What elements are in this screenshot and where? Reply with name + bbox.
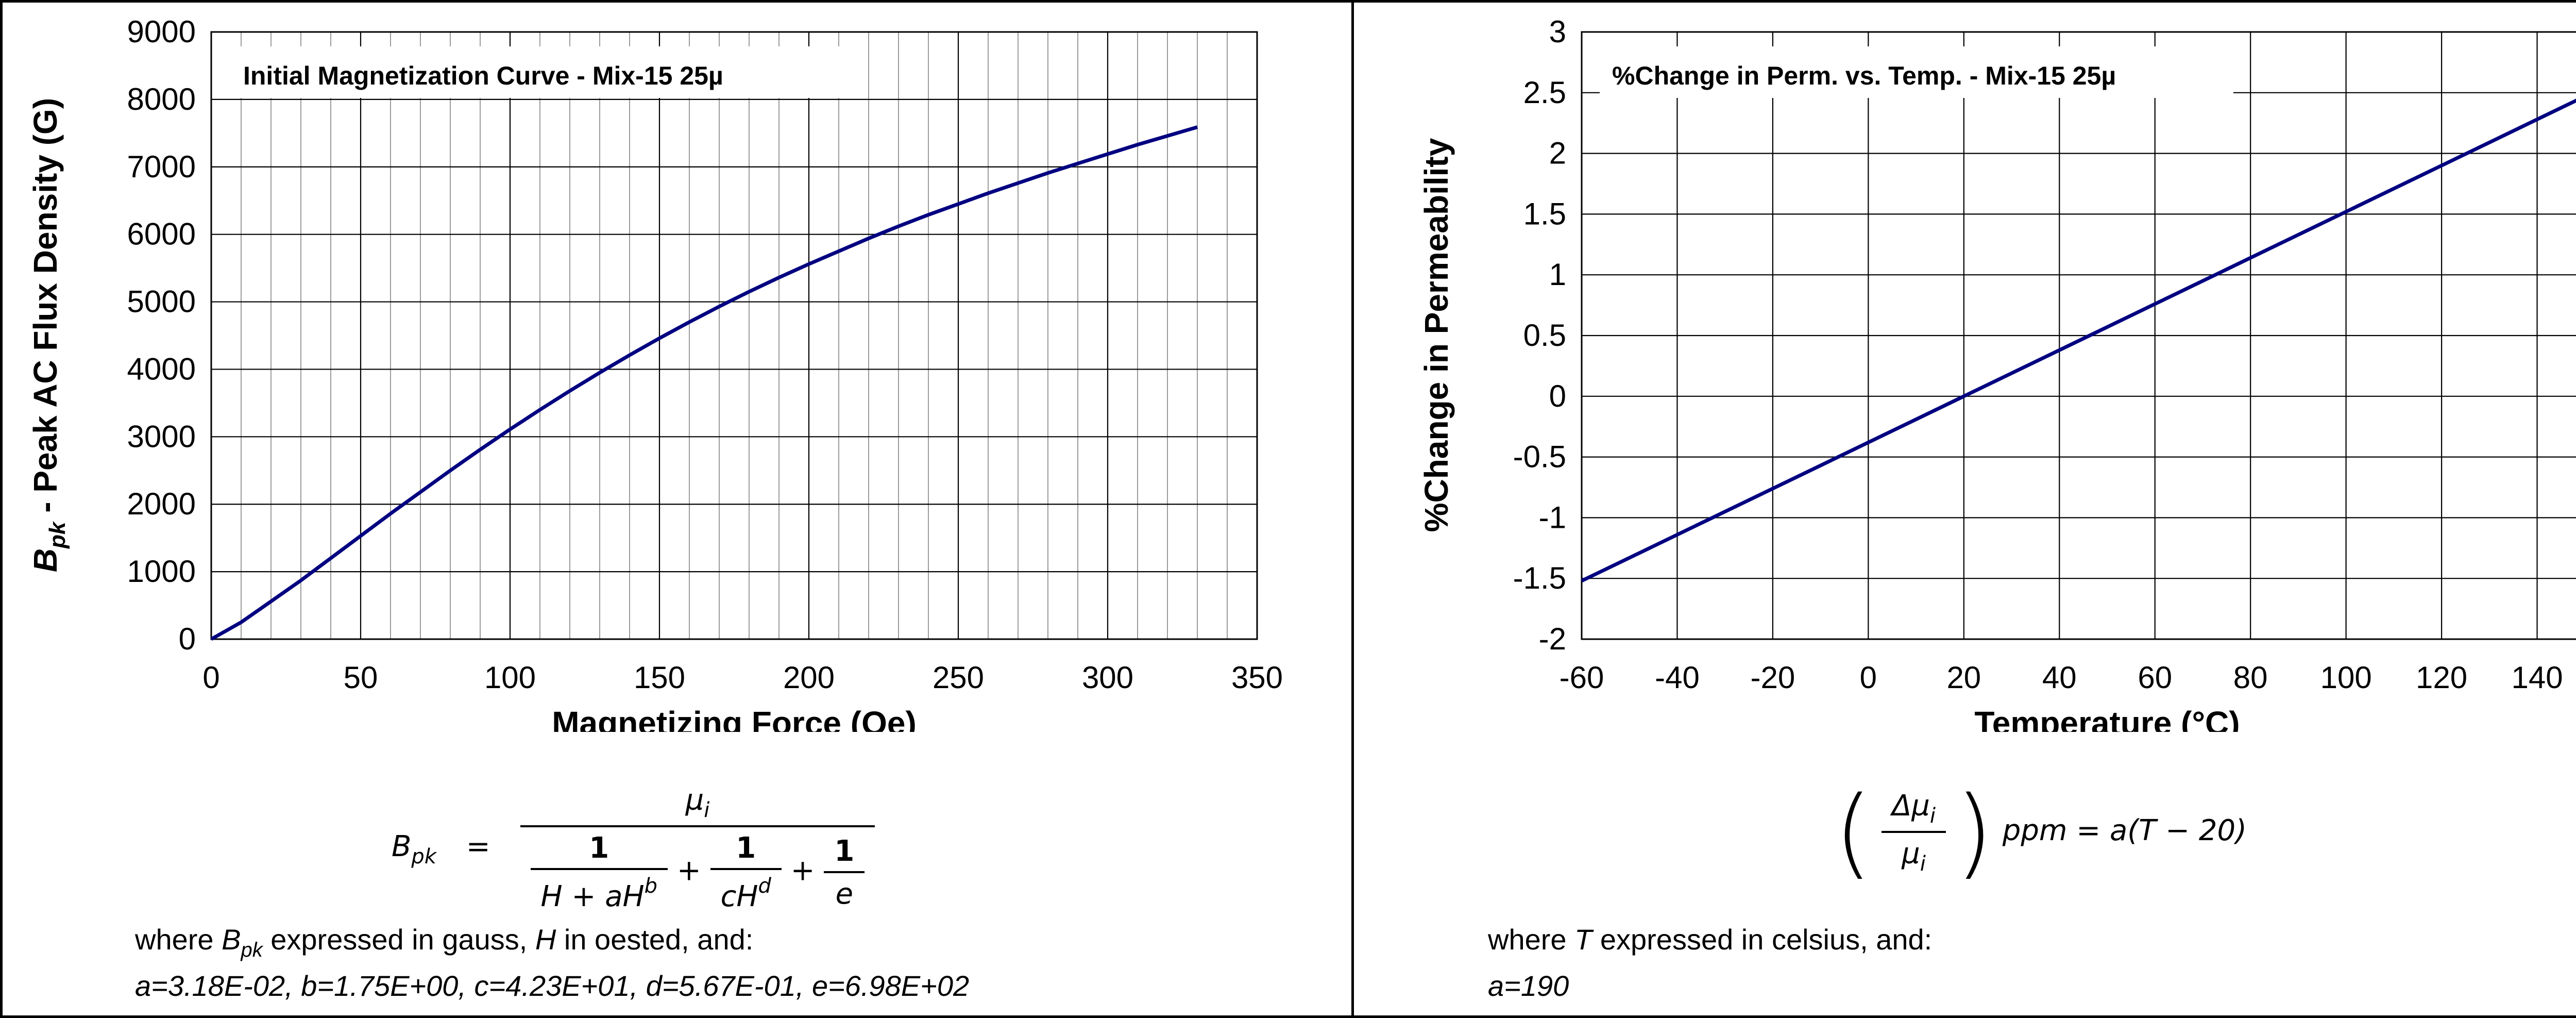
x-tick-label: 0	[1860, 660, 1877, 695]
eq-term3: 1 e	[824, 835, 865, 911]
x-tick-label: 100	[484, 660, 536, 695]
y-tick-label: -0.5	[1513, 440, 1566, 474]
panel-divider	[1351, 0, 1354, 1018]
x-tick-label: 250	[933, 660, 984, 695]
x-tick-label: 350	[1231, 660, 1283, 695]
eq-right-rhs: a(T − 20)	[2109, 814, 2247, 848]
chart-title-box	[231, 46, 854, 98]
y-tick-label: 2.5	[1523, 75, 1566, 110]
y-tick-label: -2	[1539, 622, 1566, 656]
chart-title: Initial Magnetization Curve - Mix-15 25µ	[243, 61, 723, 90]
x-axis-label: Temperature (°C)	[1974, 705, 2240, 732]
plot-area-border	[210, 31, 1258, 640]
eq-term2-num: 1	[736, 831, 756, 865]
eq-term1-num: 1	[589, 831, 609, 865]
y-tick-label: 2000	[127, 487, 196, 521]
x-tick-label: 0	[202, 660, 219, 695]
x-tick-label: 60	[2138, 660, 2172, 695]
right-note-coefficient: a=190	[1488, 970, 1569, 1002]
eq-term1-exp: b	[644, 874, 658, 898]
y-tick-label: 5000	[127, 285, 196, 319]
y-tick-label: 7000	[127, 149, 196, 184]
eq-term2-exp: d	[758, 874, 771, 898]
eq-term1-plus: +	[571, 880, 596, 913]
right-note-line1: where T expressed in celsius, and:	[1488, 923, 1933, 956]
eq-term3-e: e	[824, 871, 865, 911]
eq-right-fraction: Δµi µi	[1881, 789, 1946, 876]
y-tick-label: 1.5	[1523, 196, 1566, 231]
series-line	[1581, 98, 2576, 583]
eq-mu-sub: i	[704, 798, 710, 822]
flux-density-equation: Bpk = µi 1 H + aHb + 1 cHd + 1 e	[392, 783, 1061, 913]
magnetization-chart: 0 50 100 150 200 250 300 350 0 1000 2000 3000 4000 50…	[27, 14, 1283, 732]
eq-equals: =	[466, 830, 490, 864]
y-axis-label: %Change in Permeability	[1418, 138, 1455, 532]
y-tick-label: 0	[179, 622, 196, 656]
x-tick-label: -20	[1751, 660, 1795, 695]
eq-right-ppm: ppm	[2002, 814, 2067, 848]
y-tick-label: 4000	[127, 352, 196, 386]
eq-term3-num: 1	[834, 834, 855, 868]
y-tick-label: 3	[1549, 14, 1566, 49]
x-tick-label: 100	[2320, 660, 2372, 695]
eq-lhs: B	[392, 830, 412, 864]
eq-lhs-sub: pk	[411, 845, 436, 869]
y-tick-label: 1000	[127, 554, 196, 589]
y-tick-label: 0	[1549, 379, 1566, 413]
permeability-change-equation: ( Δµi µi ) ppm = a(T − 20)	[1834, 775, 2247, 889]
x-tick-label: 140	[2511, 660, 2563, 695]
y-tick-label: 9000	[127, 14, 196, 49]
x-tick-label: 40	[2042, 660, 2077, 695]
x-tick-label: 200	[783, 660, 835, 695]
y-tick-label: 2	[1549, 136, 1566, 171]
x-tick-label: 20	[1946, 660, 1981, 695]
plot-area-border	[1581, 31, 2576, 640]
y-tick-label: 1	[1549, 257, 1566, 292]
eq-right-rparen: )	[1955, 775, 1993, 889]
y-tick-label: 3000	[127, 419, 196, 454]
x-tick-label: -60	[1560, 660, 1604, 695]
x-tick-label: 300	[1082, 660, 1133, 695]
x-tick-label: 50	[344, 660, 378, 695]
eq-term2: 1 cHd	[710, 831, 782, 913]
eq-term2-ch: cH	[720, 880, 758, 913]
eq-plus2: +	[790, 854, 815, 888]
x-tick-label: 150	[634, 660, 685, 695]
left-note-line1: where Bpk expressed in gauss, H in oeste…	[135, 923, 754, 961]
eq-right-lparen: (	[1834, 775, 1873, 889]
eq-plus1: +	[676, 854, 701, 888]
series-line	[210, 125, 1198, 641]
x-tick-label: 80	[2233, 660, 2268, 695]
y-axis-label: Bpk - Peak AC Flux Density (G)	[27, 98, 70, 572]
eq-main-fraction: µi 1 H + aHb + 1 cHd + 1 e	[520, 783, 875, 913]
eq-term1: 1 H + aHb	[530, 831, 668, 913]
eq-term1-ah: aH	[605, 880, 645, 913]
chart-title: %Change in Perm. vs. Temp. - Mix-15 25µ	[1612, 61, 2116, 90]
y-tick-label: 6000	[127, 217, 196, 252]
permeability-temperature-chart: -60-40-20020406080100120140160-2-1.5-1-0…	[1418, 14, 2576, 732]
y-tick-label: -1.5	[1513, 561, 1566, 595]
left-note-coefficients: a=3.18E-02, b=1.75E+00, c=4.23E+01, d=5.…	[135, 970, 970, 1002]
chart-title-box	[1600, 46, 2233, 98]
x-axis-label: Magnetizing Force (Oe)	[552, 705, 917, 732]
y-tick-label: -1	[1539, 500, 1566, 535]
eq-term1-h: H	[540, 880, 563, 913]
eq-mu: µ	[685, 783, 704, 817]
x-tick-label: 120	[2416, 660, 2467, 695]
y-tick-label: 0.5	[1523, 318, 1566, 353]
x-tick-label: -40	[1655, 660, 1700, 695]
y-tick-label: 8000	[127, 82, 196, 116]
